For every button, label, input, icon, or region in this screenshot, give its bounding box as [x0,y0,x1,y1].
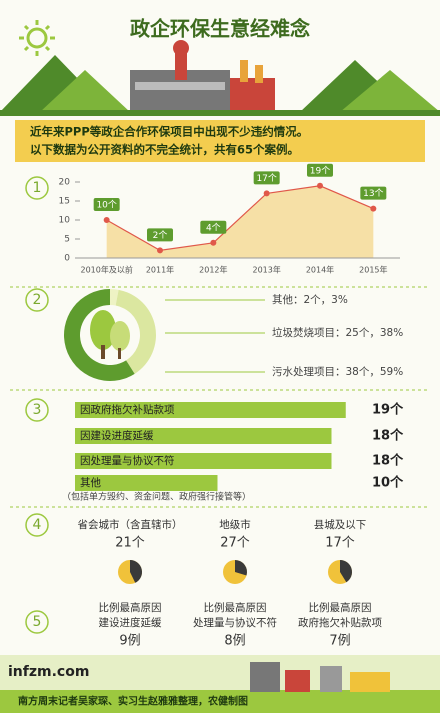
value-label-box [93,198,120,211]
section-number: 1 [33,180,42,196]
point [103,217,110,223]
reason-title: 比例最高原因 [99,601,162,614]
value-label: 18个 [372,453,404,469]
site: infzm.com [8,664,89,680]
x-tick-label: 2014年 [306,265,334,275]
section-number: 2 [33,292,42,308]
section-number: 5 [33,614,42,630]
tree-icons [90,310,130,359]
section-number: 3 [33,402,42,418]
point [370,205,377,212]
footer-scene [0,655,440,713]
reason: 建设进度延缓 [99,616,162,629]
bar [75,453,332,469]
section-number: 4 [33,517,42,533]
value-label: 19个 [372,402,404,418]
value-label: 19个 [310,165,330,176]
bar [75,475,218,491]
point [263,190,270,197]
intro-line: 近年来PPP等政企合作环保项目中出现不少违约情况。 [30,125,308,139]
pie-label: 污水处理项目：38个，59% [272,366,403,378]
x-tick-label: 2015年 [359,265,387,275]
pie-slice [340,560,352,583]
y-tick-label: 15 [59,197,70,207]
value-label-box [147,228,173,242]
pie-slice [130,560,143,583]
value-label: 10个 [96,200,116,211]
group-name: 省会城市（含直辖市） [78,518,183,531]
point [317,182,323,189]
value-label-box [360,186,387,200]
group-total: 17个 [325,536,355,551]
value-label-box [307,163,333,177]
y-tick-label: 20 [59,178,71,188]
group-total: 27个 [220,536,250,551]
bar-label: 其他 [80,476,101,489]
intro-line: 以下数据为公开资料的不完全统计，共有65个案例。 [30,143,299,157]
intro-band [15,120,425,162]
bar-label: 因政府拖欠补贴款项 [80,403,175,416]
title: 政企环保生意经难念 [130,17,310,41]
x-tick-label: 2012年 [199,265,227,275]
value-label: 17个 [256,173,276,184]
y-tick-label: 0 [64,254,70,264]
section-badges [25,176,49,634]
area [106,185,374,258]
bar [75,402,346,418]
value-label: 10个 [372,475,404,491]
separators [10,286,430,508]
bar-label: 因建设进度延缓 [80,429,154,442]
point [157,247,163,254]
credit: 南方周末记者吴家琛、实习生赵雅雅整理，农健制图 [18,695,248,708]
reason-count: 8例 [224,634,245,649]
donut-slice [115,289,156,374]
x-tick-label: 2011年 [146,265,174,275]
x-tick-label: 2010年及以前 [80,265,132,275]
value-label: 18个 [372,428,404,444]
pie-label: 垃圾焚烧项目：25个，38% [272,326,403,339]
y-tick-label: 10 [59,216,71,226]
sun-icon [19,20,55,56]
reason: 政府拖欠补贴款项 [298,616,382,629]
value-label: 13个 [363,188,383,199]
reason-count: 9例 [119,634,140,649]
reason-count: 7例 [329,634,350,649]
pie-label: 其他：2个，3% [272,293,348,306]
line [106,185,374,252]
pie-slice [235,560,247,576]
landscape [0,40,440,116]
y-tick-label: 5 [64,235,70,245]
reason-title: 比例最高原因 [204,601,267,614]
group-total: 21个 [115,536,145,551]
point [210,239,217,246]
reason: 处理量与协议不符 [193,616,277,629]
value-label-box [253,171,280,185]
x-tick-label: 2013年 [252,265,280,275]
donut-slice [63,289,135,382]
value-label-box [200,220,227,234]
bar [75,428,332,444]
value-label: 4个 [206,222,221,233]
group-name: 地级市 [219,518,251,531]
reason-title: 比例最高原因 [309,601,372,614]
bar-note: （包括单方毁约、资金问题、政府强行接管等） [62,491,251,503]
group-name: 县城及以下 [314,519,367,531]
bar-label: 因处理量与协议不符 [80,454,175,467]
value-label: 2个 [153,230,168,241]
donut-slice [110,289,119,306]
